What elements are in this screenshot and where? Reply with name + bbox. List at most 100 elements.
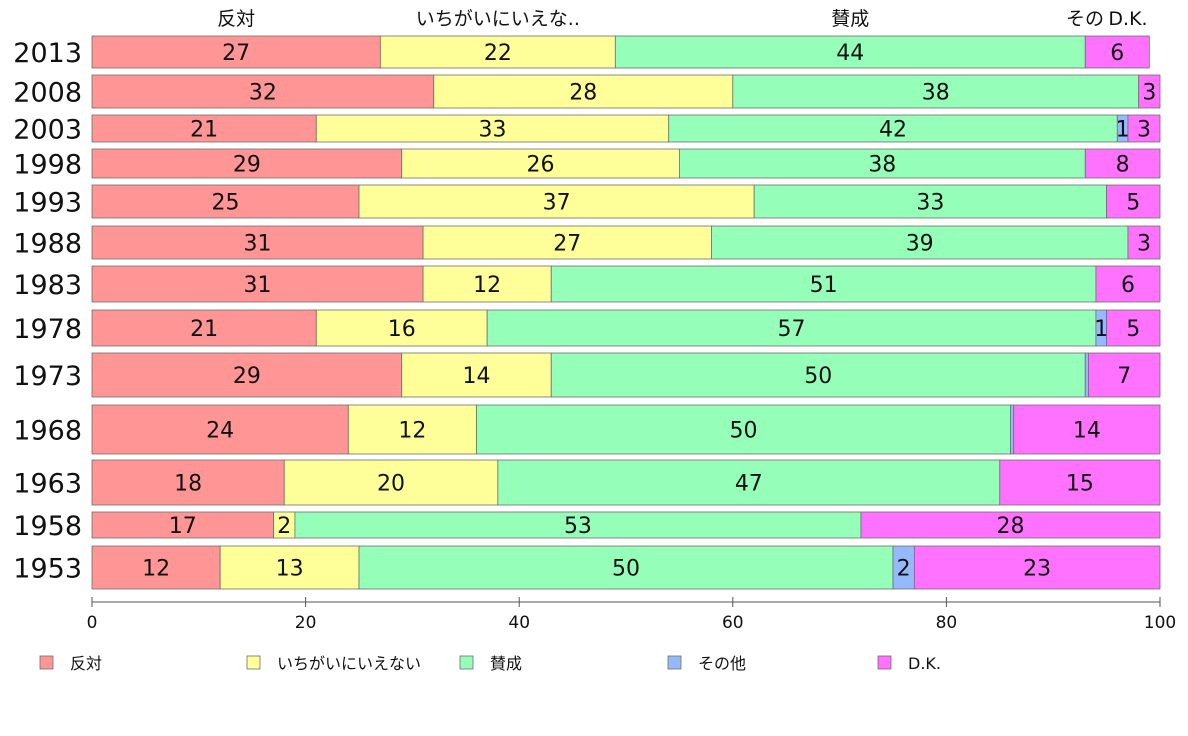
bar-segment bbox=[91, 352, 403, 398]
bar-segment bbox=[1084, 148, 1161, 179]
segment-value-label: 29 bbox=[233, 153, 261, 178]
bar-segment bbox=[433, 74, 734, 109]
year-label: 1973 bbox=[13, 361, 82, 392]
bar-segment bbox=[860, 511, 1161, 539]
bar-segment bbox=[1010, 404, 1015, 455]
segment-value-label: 33 bbox=[479, 118, 507, 143]
segment-value-label: 26 bbox=[527, 153, 555, 178]
segment-value-label: 3 bbox=[1142, 81, 1156, 106]
bar-segment bbox=[91, 459, 285, 506]
segment-value-label: 23 bbox=[1023, 557, 1051, 582]
bar-segment bbox=[315, 114, 670, 143]
bar-segment bbox=[1127, 114, 1161, 143]
bar-segment bbox=[732, 74, 1140, 109]
bar-segment bbox=[315, 309, 488, 347]
x-tick-label: 80 bbox=[936, 613, 958, 633]
segment-value-label: 20 bbox=[377, 472, 405, 497]
segment-value-label: 21 bbox=[190, 118, 218, 143]
segment-value-label: 57 bbox=[778, 317, 806, 342]
segment-value-label: 32 bbox=[249, 81, 277, 106]
legend-swatch bbox=[459, 655, 474, 670]
bar-segment bbox=[358, 545, 894, 590]
segment-value-label: 7 bbox=[1117, 364, 1131, 389]
year-label: 1998 bbox=[13, 150, 82, 181]
segment-value-label: 42 bbox=[879, 118, 907, 143]
x-tick-label: 40 bbox=[508, 613, 530, 633]
bar-segment bbox=[91, 545, 221, 590]
segment-value-label: 28 bbox=[569, 81, 597, 106]
bar-segment bbox=[91, 184, 360, 219]
bar-segment bbox=[219, 545, 360, 590]
bar-segment bbox=[1106, 184, 1161, 219]
segment-value-label: 5 bbox=[1126, 317, 1140, 342]
x-tick-label: 0 bbox=[87, 613, 98, 633]
x-tick-label: 20 bbox=[295, 613, 317, 633]
segment-value-label: 21 bbox=[190, 317, 218, 342]
bar-segment bbox=[422, 265, 552, 303]
bar-segment bbox=[91, 309, 317, 347]
bar-segment bbox=[753, 184, 1107, 219]
segment-value-label: 53 bbox=[564, 514, 592, 539]
series-top-label: その bbox=[1066, 8, 1104, 30]
segment-value-label: 3 bbox=[1137, 118, 1151, 143]
segment-value-label: 28 bbox=[996, 514, 1024, 539]
segment-value-label: 18 bbox=[174, 472, 202, 497]
segment-value-label: 2 bbox=[277, 514, 291, 539]
legend-swatch bbox=[246, 655, 261, 670]
legend-label: 反対 bbox=[70, 654, 102, 673]
series-top-label: 賛成 bbox=[831, 8, 869, 30]
segment-value-label: 27 bbox=[222, 41, 250, 66]
series-top-label: D.K. bbox=[1108, 8, 1147, 30]
bar-segment bbox=[913, 545, 1161, 590]
bar-segment bbox=[711, 225, 1129, 260]
segment-value-label: 27 bbox=[553, 232, 581, 257]
segment-value-label: 2 bbox=[897, 557, 911, 582]
year-label: 1963 bbox=[13, 469, 82, 500]
bar-segment bbox=[1084, 352, 1089, 398]
segment-value-label: 1 bbox=[1116, 118, 1130, 143]
legend-label: 賛成 bbox=[490, 654, 522, 673]
bar-segment bbox=[1138, 74, 1161, 109]
segment-value-label: 31 bbox=[244, 232, 272, 257]
year-label: 2013 bbox=[13, 38, 82, 69]
bar-segment bbox=[91, 74, 435, 109]
x-tick-label: 100 bbox=[1144, 613, 1176, 633]
bar-segment bbox=[1095, 265, 1161, 303]
x-axis: 0 20 40 60 80 100 bbox=[87, 597, 1176, 633]
segment-value-label: 38 bbox=[922, 81, 950, 106]
bar-segment bbox=[91, 511, 274, 539]
segment-value-label: 17 bbox=[169, 514, 197, 539]
segment-value-label: 24 bbox=[206, 419, 234, 444]
segment-value-label: 33 bbox=[916, 191, 944, 216]
bar-segment bbox=[668, 114, 1118, 143]
bar-segment bbox=[283, 459, 499, 506]
bar-segment bbox=[91, 265, 424, 303]
segment-value-label: 50 bbox=[804, 364, 832, 389]
segment-value-label: 44 bbox=[836, 41, 864, 66]
year-label: 1978 bbox=[13, 314, 82, 345]
segment-value-label: 47 bbox=[735, 472, 763, 497]
segment-value-label: 8 bbox=[1116, 153, 1130, 178]
year-label: 2008 bbox=[13, 78, 82, 109]
segment-value-label: 14 bbox=[1073, 419, 1101, 444]
segment-value-label: 22 bbox=[484, 41, 512, 66]
segment-value-label: 25 bbox=[212, 191, 240, 216]
bar-segment bbox=[347, 404, 477, 455]
year-label: 1953 bbox=[13, 554, 82, 585]
year-label: 1983 bbox=[13, 270, 82, 301]
series-top-label: 反対 bbox=[217, 8, 255, 30]
segment-value-label: 31 bbox=[244, 273, 272, 298]
series-top-labels: 反対 いちがいにいえな.. 賛成 その D.K. bbox=[217, 8, 1147, 30]
bar-segment bbox=[550, 265, 1097, 303]
x-tick-label: 60 bbox=[722, 613, 744, 633]
legend-swatch bbox=[667, 655, 682, 670]
legend-label: D.K. bbox=[908, 654, 941, 673]
year-label: 1958 bbox=[13, 511, 82, 542]
series-top-label: いちがいにいえな.. bbox=[416, 8, 580, 30]
bar-segment bbox=[550, 352, 1086, 398]
segment-value-label: 12 bbox=[473, 273, 501, 298]
bar-segment bbox=[1106, 309, 1161, 347]
year-label: 1968 bbox=[13, 416, 82, 447]
legend: 反対 いちがいにいえない 賛成 その他 D.K. bbox=[39, 654, 941, 673]
